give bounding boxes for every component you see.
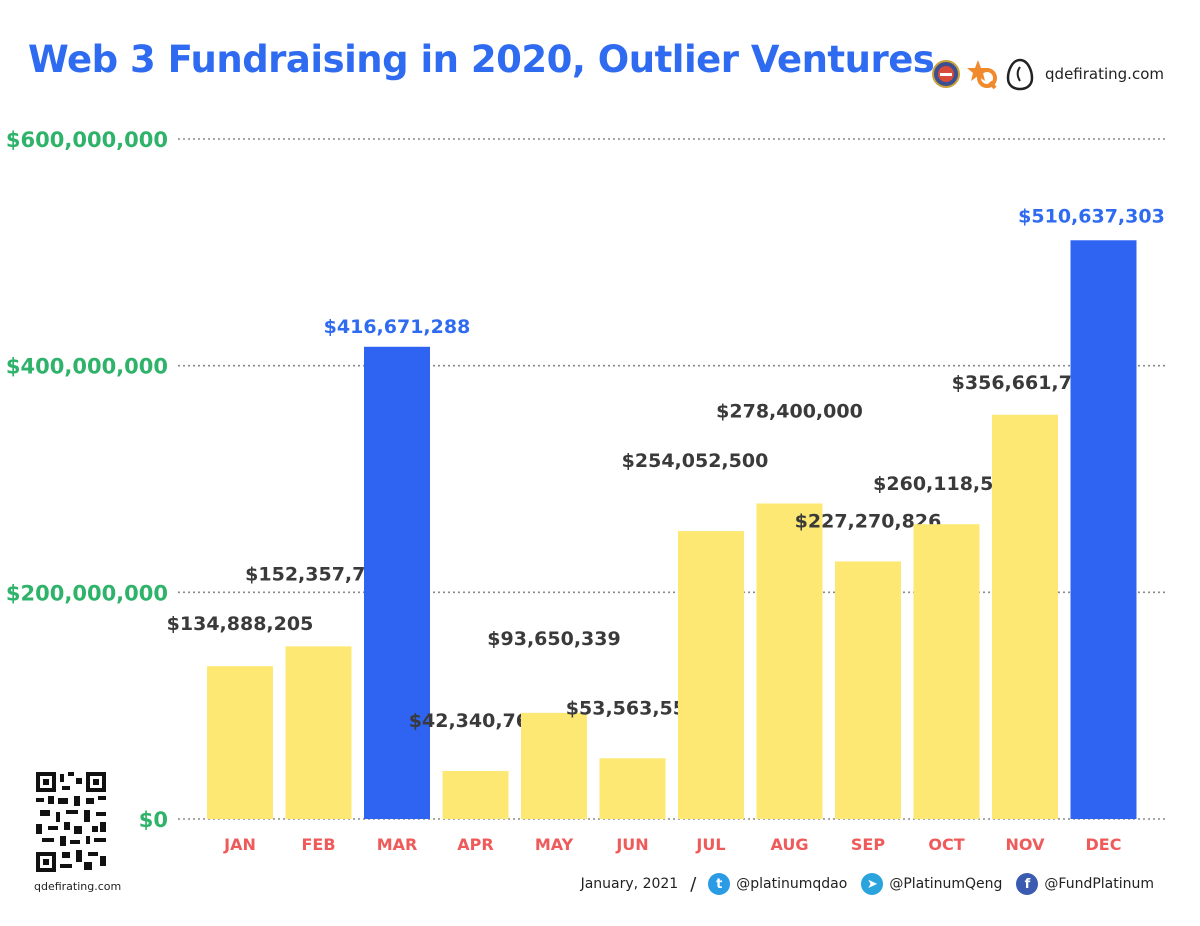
y-tick-label: $0: [139, 808, 168, 832]
brand-logos: qdefirating.com: [931, 52, 1164, 96]
bar-nov: [992, 414, 1058, 819]
facebook-icon[interactable]: f: [1016, 873, 1039, 895]
footer-date: January, 2021: [580, 876, 679, 892]
data-label: $356,661,739: [952, 372, 1099, 394]
data-label: $42,340,765: [409, 710, 542, 732]
x-tick-label: APR: [457, 835, 493, 854]
bar-oct: [913, 524, 980, 819]
qr-code-icon: [36, 772, 106, 872]
q-star-logo-icon: [967, 60, 998, 90]
x-tick-label: MAR: [377, 835, 418, 854]
twitter-handle[interactable]: @platinumqdao: [736, 876, 848, 892]
seal-logo-icon: [932, 60, 961, 88]
data-label: $93,650,339: [487, 628, 620, 650]
data-label: $53,563,550: [566, 697, 699, 719]
x-tick-label: NOV: [1006, 835, 1046, 854]
data-label: $510,637,303: [1018, 205, 1165, 227]
bar-apr: [442, 771, 509, 819]
egg-logo-icon: [1006, 58, 1034, 91]
bar-jul: [678, 531, 744, 819]
qr-caption: qdefirating.com: [34, 880, 122, 893]
data-label: $260,118,557: [873, 473, 1020, 495]
data-label: $416,671,288: [324, 316, 471, 338]
twitter-icon[interactable]: t: [708, 873, 731, 895]
bar-jun: [599, 758, 666, 819]
x-tick-label: JUL: [695, 835, 725, 854]
data-label: $152,357,714: [245, 563, 392, 585]
x-tick-label: FEB: [301, 835, 335, 854]
facebook-handle[interactable]: @FundPlatinum: [1044, 876, 1154, 892]
telegram-handle[interactable]: @PlatinumQeng: [889, 876, 1003, 892]
x-tick-label: DEC: [1086, 835, 1122, 854]
footer-separator: /: [690, 873, 697, 895]
bar-sep: [835, 561, 901, 819]
data-label: $278,400,000: [716, 400, 863, 422]
data-label: $134,888,205: [167, 613, 314, 635]
bar-jan: [207, 666, 273, 819]
bar-aug: [756, 503, 823, 819]
x-tick-label: AUG: [770, 835, 808, 854]
brand-site-text: qdefirating.com: [1045, 65, 1164, 83]
footer: January, 2021 / t @platinumqdao ➤ @Plati…: [581, 868, 1162, 900]
bar-feb: [285, 646, 352, 819]
data-label: $227,270,826: [795, 510, 942, 532]
x-tick-label: MAY: [535, 835, 574, 854]
bar-may: [521, 712, 587, 819]
data-label: $254,052,500: [622, 450, 769, 472]
x-tick-label: SEP: [851, 835, 885, 854]
y-tick-label: $400,000,000: [6, 355, 168, 379]
bar-dec: [1070, 240, 1137, 820]
x-tick-label: OCT: [928, 835, 964, 854]
telegram-icon[interactable]: ➤: [861, 873, 884, 895]
x-tick-label: JUN: [615, 835, 648, 854]
y-tick-label: $600,000,000: [6, 128, 168, 152]
x-tick-label: JAN: [223, 835, 256, 854]
y-tick-label: $200,000,000: [6, 581, 168, 605]
chart-title: Web 3 Fundraising in 2020, Outlier Ventu…: [28, 38, 935, 81]
bar-mar: [364, 346, 430, 819]
